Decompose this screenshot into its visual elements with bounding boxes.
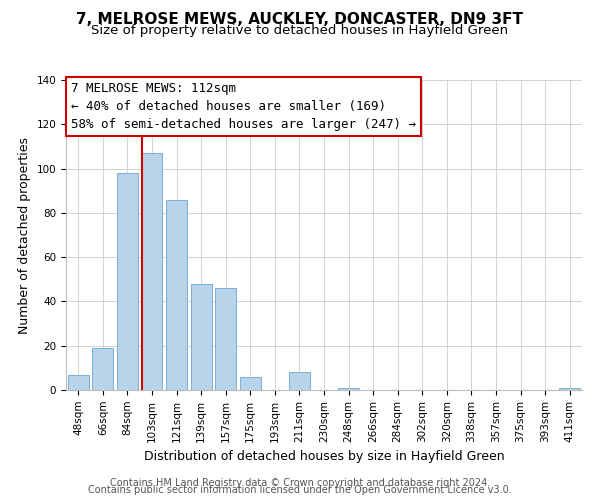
Y-axis label: Number of detached properties: Number of detached properties [18, 136, 31, 334]
Bar [289, 372, 310, 390]
Bar [142, 153, 163, 390]
Text: 7 MELROSE MEWS: 112sqm
← 40% of detached houses are smaller (169)
58% of semi-de: 7 MELROSE MEWS: 112sqm ← 40% of detached… [71, 82, 416, 130]
Text: 7, MELROSE MEWS, AUCKLEY, DONCASTER, DN9 3FT: 7, MELROSE MEWS, AUCKLEY, DONCASTER, DN9… [77, 12, 523, 28]
Bar [338, 388, 359, 390]
Text: Contains HM Land Registry data © Crown copyright and database right 2024.: Contains HM Land Registry data © Crown c… [110, 478, 490, 488]
Bar [240, 376, 261, 390]
Text: Contains public sector information licensed under the Open Government Licence v3: Contains public sector information licen… [88, 485, 512, 495]
Bar [92, 348, 113, 390]
Bar [166, 200, 187, 390]
Bar [215, 288, 236, 390]
Bar [559, 388, 580, 390]
X-axis label: Distribution of detached houses by size in Hayfield Green: Distribution of detached houses by size … [143, 450, 505, 463]
Text: Size of property relative to detached houses in Hayfield Green: Size of property relative to detached ho… [91, 24, 509, 37]
Bar [191, 284, 212, 390]
Bar [117, 173, 138, 390]
Bar [68, 374, 89, 390]
